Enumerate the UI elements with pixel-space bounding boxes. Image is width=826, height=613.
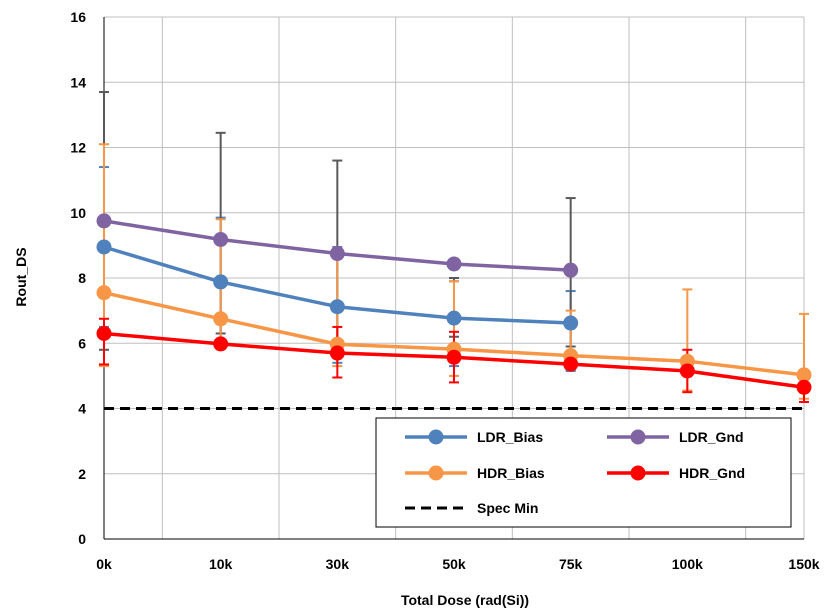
data-point [446,349,462,365]
y-tick-label: 14 [70,74,86,90]
data-point [796,379,812,395]
legend-label: HDR_Gnd [679,465,745,481]
data-point [679,363,695,379]
data-point [213,336,229,352]
tick-labels: 0 2 4 6 8 10 12 14 16 0k 10k 30k 50k 75k 100k 150k [70,9,819,572]
legend-label: LDR_Gnd [679,429,744,445]
y-tick-label: 8 [78,270,86,286]
y-tick-label: 16 [70,9,86,25]
data-point [563,356,579,372]
x-tick-label: 30k [326,556,350,572]
legend-marker [630,429,646,445]
data-point [213,311,229,327]
legend-label: Spec Min [477,500,538,516]
legend-marker [630,465,646,481]
data-point [213,232,229,248]
data-point [329,246,345,262]
data-point [446,310,462,326]
x-tick-label: 10k [209,556,233,572]
y-tick-label: 2 [78,466,86,482]
x-axis-title: Total Dose (rad(Si)) [401,592,529,608]
y-axis-title: Rout_DS [13,247,29,306]
series-lines [96,213,812,395]
y-tick-label: 0 [78,531,86,547]
data-point [329,345,345,361]
data-point [563,262,579,278]
data-point [213,274,229,290]
data-point [96,325,112,341]
data-point [796,367,812,383]
y-tick-label: 12 [70,140,86,156]
data-point [446,256,462,272]
data-point [329,299,345,315]
legend-marker [428,465,444,481]
legend-label: LDR_Bias [477,429,543,445]
data-point [96,285,112,301]
x-tick-label: 150k [788,556,819,572]
data-point [563,315,579,331]
y-tick-label: 10 [70,205,86,221]
x-tick-label: 75k [559,556,583,572]
x-tick-label: 100k [672,556,703,572]
data-point [96,213,112,229]
legend-label: HDR_Bias [477,465,545,481]
data-point [96,239,112,255]
y-tick-label: 6 [78,335,86,351]
x-tick-label: 50k [442,556,466,572]
y-tick-label: 4 [78,401,86,417]
legend: LDR_Bias LDR_Gnd HDR_Bias HDR_Gnd Spec Min [375,417,792,528]
x-tick-label: 0k [96,556,112,572]
legend-marker [428,429,444,445]
